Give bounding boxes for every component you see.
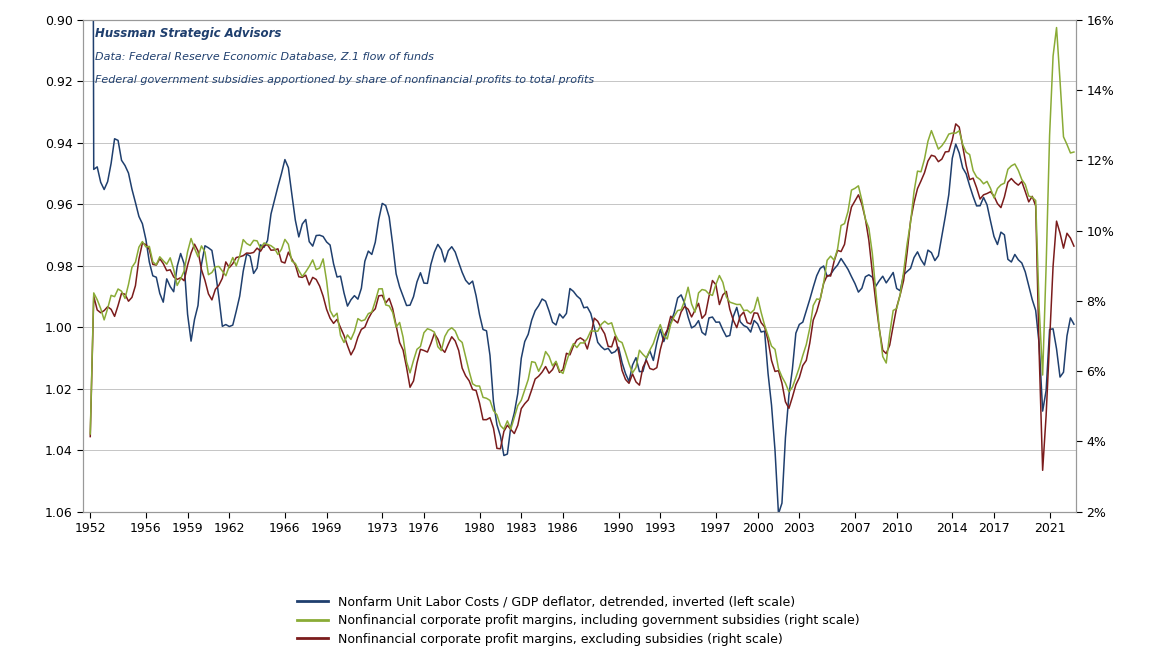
Text: Federal government subsidies apportioned by share of nonfinancial profits to tot: Federal government subsidies apportioned… <box>95 75 595 85</box>
Legend: Nonfarm Unit Labor Costs / GDP deflator, detrended, inverted (left scale), Nonfi: Nonfarm Unit Labor Costs / GDP deflator,… <box>297 595 860 645</box>
Text: Data: Federal Reserve Economic Database, Z.1 flow of funds: Data: Federal Reserve Economic Database,… <box>95 52 434 61</box>
Text: Hussman Strategic Advisors: Hussman Strategic Advisors <box>95 27 281 40</box>
